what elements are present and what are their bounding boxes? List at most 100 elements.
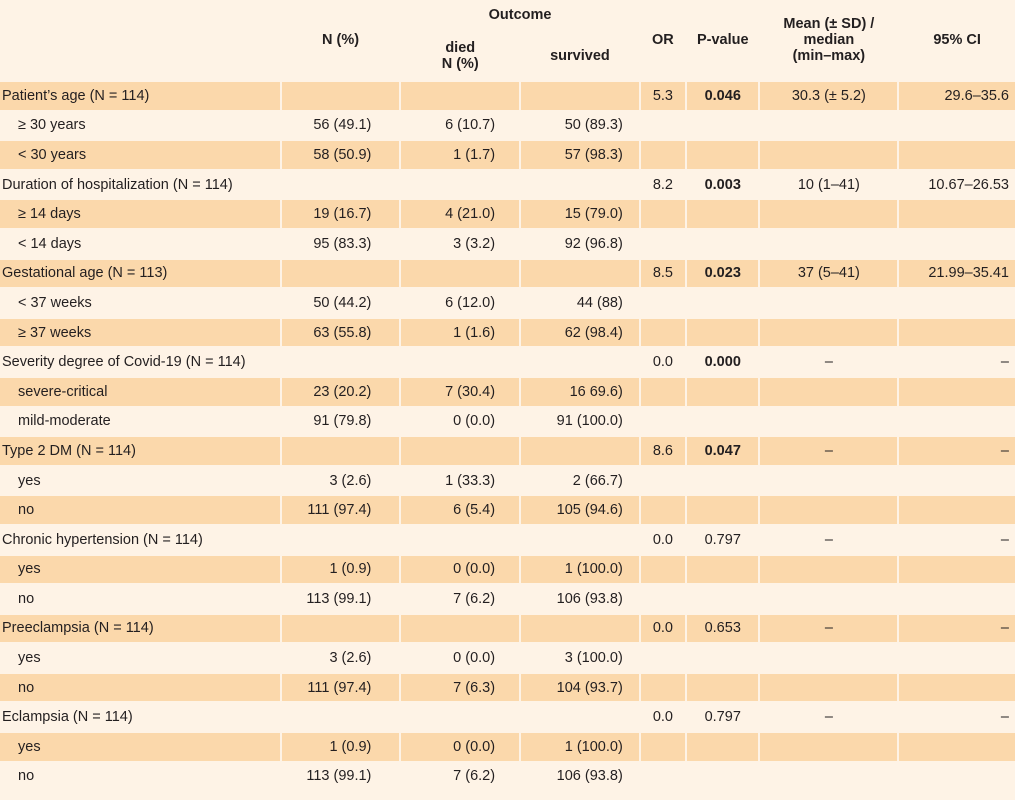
cell-pvalue: 0.046	[687, 82, 759, 110]
cell-mean	[760, 466, 898, 495]
cell-survived	[521, 170, 639, 199]
table-row: ≥ 14 days 19 (16.7) 4 (21.0) 15 (79.0)	[0, 200, 1015, 228]
cell-n-pct: 113 (99.1)	[281, 585, 400, 613]
cell-mean	[760, 644, 898, 672]
cell-died: 7 (6.2)	[401, 585, 520, 613]
cell-ci: 21.99–35.41	[899, 259, 1015, 288]
cell-n-pct: 113 (99.1)	[281, 762, 400, 791]
row-label: no	[0, 673, 280, 702]
cell-died: 6 (10.7)	[401, 111, 520, 140]
cell-mean: –	[760, 703, 898, 732]
cell-ci	[899, 200, 1015, 228]
cell-pvalue	[687, 733, 759, 761]
header-mean-line3: (min–max)	[792, 48, 866, 64]
cell-n-pct	[281, 437, 400, 465]
cell-pvalue	[687, 318, 759, 347]
table-row: yes 3 (2.6) 0 (0.0) 3 (100.0)	[0, 644, 1015, 672]
table-row: < 30 years 58 (50.9) 1 (1.7) 57 (98.3)	[0, 141, 1015, 169]
cell-survived	[521, 259, 639, 288]
cell-died: 6 (12.0)	[401, 289, 520, 317]
cell-died: 0 (0.0)	[401, 555, 520, 584]
header-died-label: died	[445, 39, 476, 56]
cell-or	[640, 141, 686, 169]
cell-or	[640, 762, 686, 791]
cell-or: 5.3	[640, 82, 686, 110]
cell-died	[401, 82, 520, 110]
row-label: Gestational age (N = 113)	[0, 259, 280, 288]
cell-mean	[760, 762, 898, 791]
table-row: Severity degree of Covid-19 (N = 114) 0.0…	[0, 348, 1015, 376]
table-row: < 14 days 95 (83.3) 3 (3.2) 92 (96.8)	[0, 229, 1015, 258]
cell-died: 6 (5.4)	[401, 496, 520, 524]
cell-n-pct: 23 (20.2)	[281, 377, 400, 406]
cell-died	[401, 170, 520, 199]
cell-or: 0.0	[640, 614, 686, 643]
table-row: Eclampsia (N = 114) 0.0 0.797– –	[0, 703, 1015, 732]
cell-ci	[899, 466, 1015, 495]
cell-pvalue: 0.047	[687, 437, 759, 465]
row-label: ≥ 37 weeks	[0, 318, 280, 347]
cell-survived: 105 (94.6)	[521, 496, 639, 524]
cell-survived: 91 (100.0)	[521, 407, 639, 436]
table-row: no 111 (97.4) 6 (5.4) 105 (94.6)	[0, 496, 1015, 524]
cell-mean	[760, 111, 898, 140]
cell-survived: 1 (100.0)	[521, 555, 639, 584]
cell-mean	[760, 555, 898, 584]
cell-pvalue	[687, 407, 759, 436]
header-mean: Mean (± SD) / median (min–max)	[760, 0, 898, 80]
cell-ci	[899, 673, 1015, 702]
cell-mean	[760, 585, 898, 613]
table-row: yes 1 (0.9) 0 (0.0) 1 (100.0)	[0, 733, 1015, 761]
cell-survived: 106 (93.8)	[521, 585, 639, 613]
cell-n-pct: 58 (50.9)	[281, 141, 400, 169]
table-row: ≥ 30 years 56 (49.1) 6 (10.7) 50 (89.3)	[0, 111, 1015, 140]
cell-or	[640, 407, 686, 436]
cell-n-pct: 50 (44.2)	[281, 289, 400, 317]
cell-n-pct	[281, 348, 400, 376]
cell-n-pct: 111 (97.4)	[281, 673, 400, 702]
cell-n-pct: 19 (16.7)	[281, 200, 400, 228]
cell-pvalue: 0.653	[687, 614, 759, 643]
row-label: < 14 days	[0, 229, 280, 258]
cell-or	[640, 318, 686, 347]
table-row: no 113 (99.1) 7 (6.2) 106 (93.8)	[0, 762, 1015, 791]
row-label: Type 2 DM (N = 114)	[0, 437, 280, 465]
cell-ci	[899, 733, 1015, 761]
cell-n-pct: 3 (2.6)	[281, 466, 400, 495]
cell-ci	[899, 318, 1015, 347]
cell-pvalue: 0.000	[687, 348, 759, 376]
table-row: no 111 (97.4) 7 (6.3) 104 (93.7)	[0, 673, 1015, 702]
cell-n-pct: 56 (49.1)	[281, 111, 400, 140]
cell-or	[640, 289, 686, 317]
cell-or: 0.0	[640, 348, 686, 376]
cell-died: 0 (0.0)	[401, 407, 520, 436]
cell-pvalue	[687, 229, 759, 258]
cell-ci	[899, 229, 1015, 258]
cell-n-pct	[281, 170, 400, 199]
cell-n-pct: 1 (0.9)	[281, 555, 400, 584]
cell-mean	[760, 377, 898, 406]
cell-survived	[521, 82, 639, 110]
header-died-sub: N (%)	[441, 55, 479, 72]
cell-n-pct: 3 (2.6)	[281, 644, 400, 672]
cell-n-pct: 95 (83.3)	[281, 229, 400, 258]
cell-n-pct	[281, 82, 400, 110]
table-row: severe-critical 23 (20.2) 7 (30.4) 16 69.6)	[0, 377, 1015, 406]
table-row: yes 1 (0.9) 0 (0.0) 1 (100.0)	[0, 555, 1015, 584]
row-label: ≥ 30 years	[0, 111, 280, 140]
row-label: Duration of hospitalization (N = 114)	[0, 170, 280, 199]
cell-n-pct	[281, 259, 400, 288]
row-label: Patient’s age (N = 114)	[0, 82, 280, 110]
cell-pvalue	[687, 555, 759, 584]
cell-n-pct: 91 (79.8)	[281, 407, 400, 436]
cell-survived: 50 (89.3)	[521, 111, 639, 140]
table-header: N (%) Outcome OR P-value Mean (± SD) / m…	[0, 0, 1015, 80]
cell-or	[640, 466, 686, 495]
cell-died: 0 (0.0)	[401, 644, 520, 672]
cell-ci	[899, 585, 1015, 613]
cell-survived: 15 (79.0)	[521, 200, 639, 228]
cell-pvalue	[687, 673, 759, 702]
cell-died: 4 (21.0)	[401, 200, 520, 228]
cell-ci	[899, 555, 1015, 584]
cell-died: 7 (6.3)	[401, 673, 520, 702]
